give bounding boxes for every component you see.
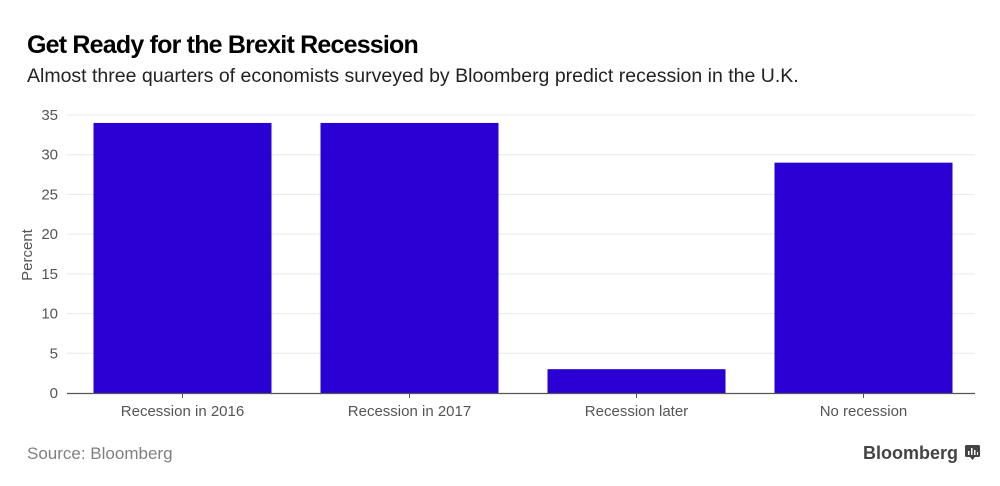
bar	[93, 122, 272, 393]
x-tick-label: Recession in 2016	[121, 403, 244, 420]
y-tick-label: 30	[41, 147, 58, 164]
y-axis-label: Percent	[19, 228, 36, 281]
source-note: Source: Bloomberg	[27, 444, 173, 463]
y-tick-label: 25	[41, 186, 58, 203]
x-tick-label: Recession later	[585, 403, 688, 420]
x-axis-ticks: Recession in 2016 Recession in 2017 Recess…	[121, 403, 907, 420]
y-axis-ticks: 0 5 10 15 20 25 30 35	[41, 107, 58, 402]
chart-subtitle: Almost three quarters of economists surv…	[27, 65, 799, 87]
chart-title: Get Ready for the Brexit Recession	[27, 31, 419, 59]
y-tick-label: 15	[41, 266, 58, 283]
x-tick-label: No recession	[820, 403, 908, 420]
x-tick-label: Recession in 2017	[348, 403, 471, 420]
bloomberg-chart-icon	[965, 445, 980, 460]
y-tick-label: 10	[41, 306, 58, 323]
bar	[547, 369, 726, 393]
y-tick-label: 35	[41, 107, 58, 124]
y-tick-label: 0	[50, 385, 58, 402]
bars	[93, 122, 953, 393]
bar	[320, 122, 499, 393]
x-axis	[67, 392, 975, 398]
y-tick-label: 20	[41, 226, 58, 243]
y-tick-label: 5	[50, 345, 58, 362]
bar	[774, 162, 953, 393]
bloomberg-logo-text: Bloomberg	[863, 443, 959, 463]
